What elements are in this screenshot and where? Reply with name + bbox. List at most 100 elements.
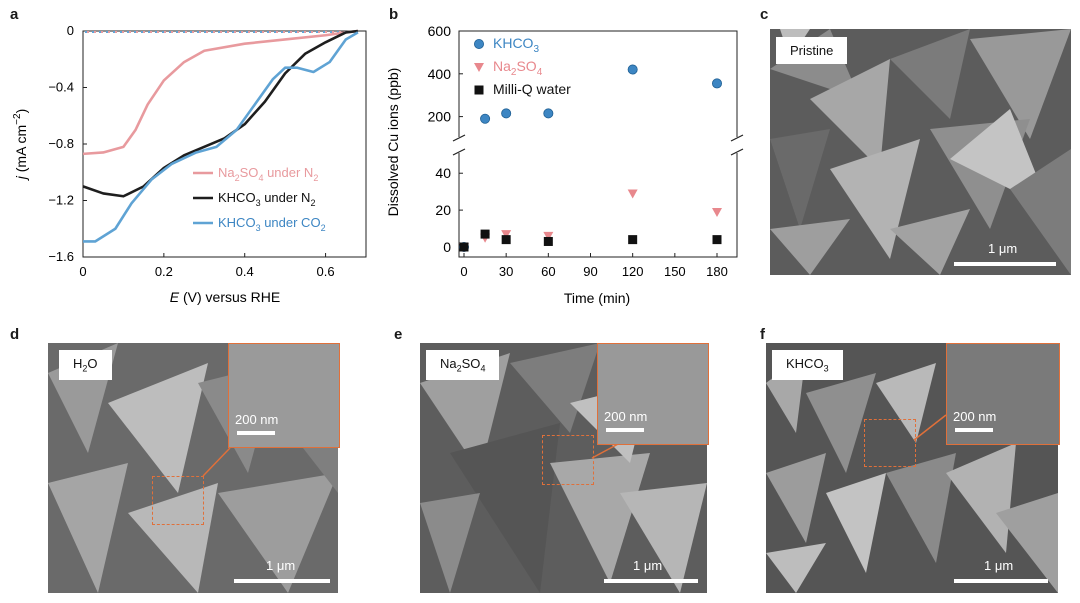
zoom-region-box [864,419,916,467]
sem-image-pristine: Pristine 1 μm [770,29,1071,275]
y-tick-label: −0.4 [48,80,74,95]
y-tick-label: 200 [428,109,452,125]
zoom-region-box [152,476,204,525]
series-line-2 [83,31,359,243]
y-tick-label: 40 [435,165,451,181]
chart-a-lines [82,29,359,243]
panel-label-b: b [389,6,399,23]
data-point-khco3 [627,64,638,75]
axis-break-mark [730,134,744,142]
data-point-milliq [459,242,469,252]
y-tick-label: −1.2 [48,193,74,208]
x-tick-label: 0.2 [155,264,173,279]
data-point-khco3 [480,113,491,124]
data-point-khco3 [543,108,554,119]
lower-frame [458,151,738,258]
legend-marker [474,63,484,72]
y-tick-label: −0.8 [48,136,74,151]
scale-label: 1 μm [633,558,663,573]
panel-label-e: e [394,326,403,343]
chart-a-legend: Na2SO4 under N2 KHCO3 under N2 KHCO3 under… [193,165,326,233]
zoom-inset: 200 nm [228,343,340,448]
inset-scale-bar [237,431,275,435]
zoom-connector [591,442,621,459]
x-tick-label: 0 [79,264,86,279]
x-tick-label: 30 [499,264,513,279]
sem-tag-h2o: H2O [59,350,112,380]
data-point-milliq [712,235,722,245]
x-tick-label: 90 [583,264,597,279]
chart-b-xlabel: Time (min) [564,290,630,306]
scale-label: 1 μm [988,241,1018,256]
scale-bar [234,579,330,583]
inset-scale-label: 200 nm [235,412,279,427]
x-tick-label: 0.6 [317,264,335,279]
legend-label: Milli-Q water [493,81,571,97]
panel-label-f: f [760,326,765,343]
sem-tag-khco3: KHCO3 [772,350,843,380]
sem-tag-pristine: Pristine [776,37,848,64]
x-tick-label: 120 [622,264,644,279]
panel-label-d: d [10,326,20,343]
inset-scale-label: 200 nm [604,409,648,424]
chart-a-xlabel: E (V) versus RHE [170,289,280,305]
chart-b-legend: KHCO3 Na2SO4 Milli-Q water [474,35,571,97]
data-point-khco3 [501,108,512,119]
inset-scale-bar [955,428,993,432]
axis-gap [457,137,739,153]
data-point-milliq [628,235,638,245]
legend-marker [474,39,485,50]
y-tick-label: 0 [443,239,451,255]
zoom-connector [202,447,231,477]
series-line-0 [82,29,359,156]
x-tick-label: 150 [664,264,686,279]
y-tick-label: 20 [435,202,451,218]
y-tick-label: 0 [67,23,74,38]
chart-a-ylabel: j (mA cm−2) [12,109,29,182]
chart-b-ylabel: Dissolved Cu ions (ppb) [385,68,401,217]
y-tick-label: 600 [428,23,452,39]
scale-label: 1 μm [266,558,296,573]
scale-bar [954,262,1056,266]
pyramids-pattern [770,29,1071,275]
zoom-connector [913,414,947,441]
scale-label: 1 μm [984,558,1014,573]
axis-break-mark [452,148,466,156]
chart-a-ticks: 0 0.2 0.4 0.6 0 −0.4 −0.8 −1.2 −1.6 [48,23,334,279]
scale-bar [954,579,1048,583]
x-tick-label: 0.4 [236,264,254,279]
data-point-na2so4 [627,189,638,199]
y-tick-label: −1.6 [48,249,74,264]
zoom-region-box [542,435,594,485]
scale-bar [604,579,698,583]
panel-label-c: c [760,6,769,23]
x-tick-label: 180 [706,264,728,279]
legend-marker [474,85,484,95]
panel-label-a: a [10,6,19,23]
legend-label: KHCO3 under CO2 [218,215,326,233]
legend-label: KHCO3 under N2 [218,190,315,208]
axis-break-mark [452,134,466,142]
data-point-milliq [543,236,553,246]
data-point-na2so4 [501,230,512,240]
data-point-khco3 [711,78,722,89]
x-tick-label: 0 [460,264,467,279]
chart-b-points [459,64,722,252]
data-point-milliq [501,235,511,245]
zoom-inset: 200 nm [946,343,1060,445]
x-tick-label: 60 [541,264,555,279]
inset-scale-bar [606,428,644,432]
legend-label: Na2SO4 under N2 [218,165,318,183]
data-point-milliq [480,229,490,239]
axis-break-mark [730,148,744,156]
data-point-na2so4 [712,207,722,217]
y-tick-label: 400 [428,66,452,82]
legend-label: KHCO3 [493,35,539,55]
zoom-inset: 200 nm [597,343,709,445]
inset-scale-label: 200 nm [953,409,997,424]
sem-tag-na2so4: Na2SO4 [426,350,500,380]
legend-label: Na2SO4 [493,58,543,78]
data-point-na2so4 [543,231,554,241]
